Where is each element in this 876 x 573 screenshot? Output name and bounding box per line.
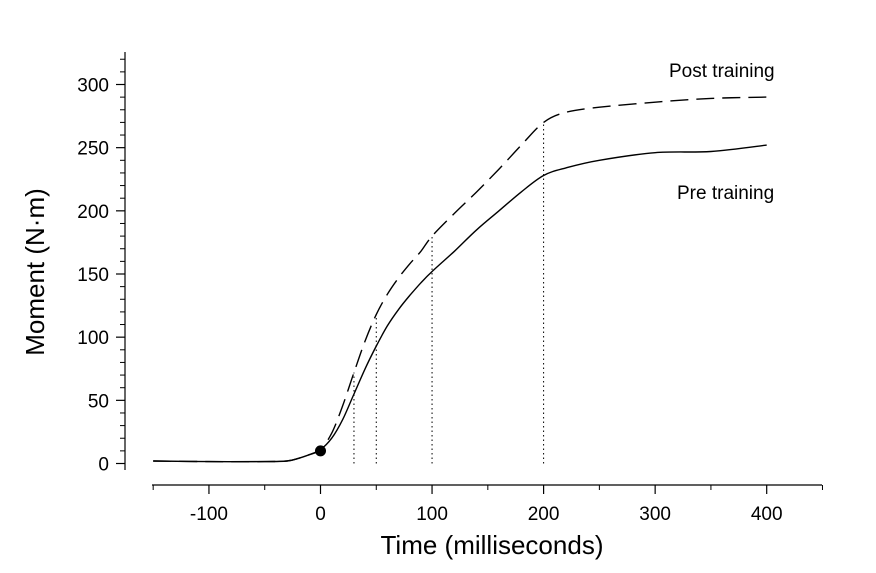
y-tick-label: 250: [77, 139, 109, 160]
y-tick-label: 50: [88, 391, 109, 412]
y-tick-label: 200: [77, 202, 109, 223]
post-training-line: [153, 96, 767, 463]
vertical-marker-lines: [353, 122, 545, 464]
x-tick-label: 100: [416, 504, 448, 525]
y-axis: 0 50 100 150 200 250 300: [77, 52, 126, 476]
x-tick-label: 200: [528, 504, 560, 525]
pre-training-annotation: Pre training: [677, 183, 774, 204]
pre-training-line: [153, 144, 767, 463]
onset-point: [315, 445, 326, 457]
x-tick-label: 400: [751, 504, 783, 525]
x-axis: -100 0 100 200 300 400: [152, 484, 823, 525]
x-axis-title: Time (milliseconds): [381, 530, 604, 560]
y-tick-label: 300: [77, 76, 109, 97]
y-tick-label: 0: [98, 455, 109, 476]
y-axis-title: Moment (N·m): [20, 188, 50, 356]
post-training-annotation: Post training: [669, 61, 775, 82]
series-lines: [153, 96, 767, 463]
x-tick-label: -100: [190, 504, 228, 525]
x-tick-label: 300: [639, 504, 671, 525]
x-tick-label: 0: [315, 504, 326, 525]
y-tick-label: 150: [77, 265, 109, 286]
y-tick-label: 100: [77, 328, 109, 349]
